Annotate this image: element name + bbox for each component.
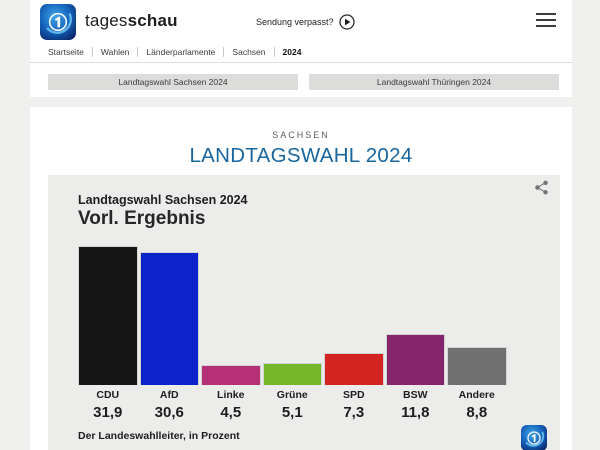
brand-bold: schau bbox=[127, 11, 178, 30]
bar-BSW bbox=[385, 334, 445, 385]
chart-column-BSW: BSW 11,8 bbox=[385, 246, 445, 421]
bar-value: 7,3 bbox=[343, 404, 365, 421]
link-landtagswahl-sachsen[interactable]: Landtagswahl Sachsen 2024 bbox=[48, 74, 298, 90]
play-icon bbox=[338, 14, 355, 30]
bar-value: 11,8 bbox=[401, 404, 430, 421]
menu-icon[interactable] bbox=[536, 13, 556, 27]
breadcrumb-2024[interactable]: 2024 bbox=[273, 46, 310, 57]
main-card: SACHSEN LANDTAGSWAHL 2024 Landtagswahl S… bbox=[30, 107, 572, 450]
chart-column-AfD: AfD 30,6 bbox=[139, 246, 199, 421]
chart-column-Grüne: Grüne 5,1 bbox=[262, 246, 322, 421]
breadcrumb-laenderparlamente[interactable]: Länderparlamente bbox=[137, 46, 223, 57]
sendung-verpasst-label: Sendung verpasst? bbox=[256, 17, 334, 27]
chart-column-Andere: Andere 8,8 bbox=[447, 246, 507, 421]
bar-Linke bbox=[201, 365, 261, 385]
share-icon[interactable] bbox=[534, 180, 549, 195]
breadcrumb-sachsen[interactable]: Sachsen bbox=[223, 46, 273, 57]
bar-label: SPD bbox=[342, 389, 365, 401]
bar-SPD bbox=[324, 353, 384, 385]
chart-column-SPD: SPD 7,3 bbox=[324, 246, 384, 421]
bar-label: BSW bbox=[403, 389, 428, 401]
breadcrumb-wahlen[interactable]: Wahlen bbox=[91, 46, 138, 57]
topbar: tagesschau Sendung verpasst? bbox=[30, 0, 572, 44]
brand-wordmark[interactable]: tagesschau bbox=[85, 11, 178, 31]
tagesschau-logo-icon[interactable] bbox=[40, 4, 76, 40]
header-card: tagesschau Sendung verpasst? Startseite … bbox=[30, 0, 572, 97]
bar-label: Grüne bbox=[276, 389, 308, 401]
brand-regular: tages bbox=[85, 11, 128, 30]
chart-column-CDU: CDU 31,9 bbox=[78, 246, 138, 421]
breadcrumb-startseite[interactable]: Startseite bbox=[48, 46, 84, 57]
header-divider bbox=[30, 62, 572, 63]
chart-column-Linke: Linke 4,5 bbox=[201, 246, 261, 421]
quick-links: Landtagswahl Sachsen 2024 Landtagswahl T… bbox=[30, 74, 572, 90]
bar-Grüne bbox=[262, 363, 322, 385]
bar-value: 8,8 bbox=[466, 404, 488, 421]
chart-subtitle: Vorl. Ergebnis bbox=[78, 208, 206, 229]
page-title: LANDTAGSWAHL 2024 bbox=[189, 144, 413, 167]
sendung-verpasst-link[interactable]: Sendung verpasst? bbox=[256, 14, 355, 30]
bar-label: Andere bbox=[458, 389, 495, 401]
result-chart-card: Landtagswahl Sachsen 2024 Vorl. Ergebnis… bbox=[48, 175, 560, 450]
bar-chart: CDU 31,9 AfD 30,6 Linke 4,5 Grüne 5,1 SPD 7,3 BSW 1… bbox=[78, 246, 560, 421]
bar-value: 4,5 bbox=[220, 404, 242, 421]
chart-title: Landtagswahl Sachsen 2024 bbox=[78, 193, 248, 207]
chart-source: Der Landeswahlleiter, in Prozent bbox=[78, 430, 240, 442]
bar-label: AfD bbox=[159, 389, 179, 401]
bar-value: 30,6 bbox=[154, 404, 184, 421]
breadcrumb: Startseite Wahlen Länderparlamente Sachs… bbox=[30, 45, 572, 58]
bar-AfD bbox=[139, 252, 199, 385]
bar-Andere bbox=[447, 347, 507, 385]
kicker: SACHSEN bbox=[272, 130, 330, 140]
bar-value: 31,9 bbox=[93, 404, 123, 421]
tagesschau-mini-logo-icon bbox=[521, 425, 547, 450]
bar-value: 5,1 bbox=[281, 404, 303, 421]
link-landtagswahl-thueringen[interactable]: Landtagswahl Thüringen 2024 bbox=[309, 74, 559, 90]
bar-label: CDU bbox=[96, 389, 120, 401]
bar-label: Linke bbox=[217, 389, 245, 401]
bar-CDU bbox=[78, 246, 138, 385]
